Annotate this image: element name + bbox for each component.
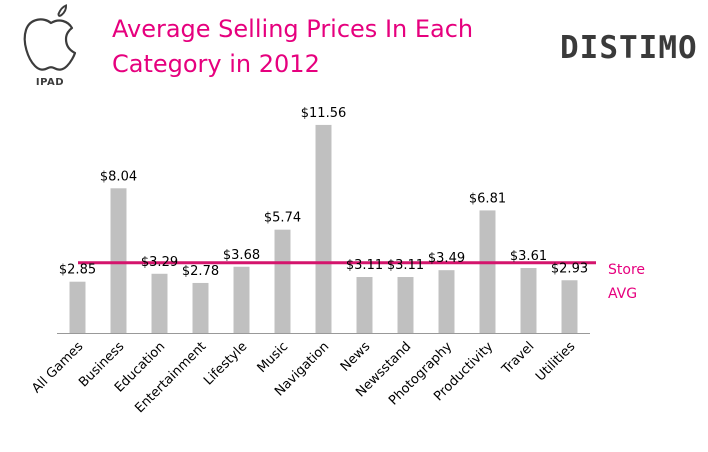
category-label: News [338,339,374,375]
apple-logo-icon [23,4,77,71]
platform-label: IPAD [35,77,65,88]
data-label: $3.11 [346,258,383,273]
bar [397,277,414,333]
data-label: $6.81 [469,191,506,206]
bar [192,282,209,333]
data-label: $2.93 [551,261,588,276]
category-label: Lifestyle [201,339,250,388]
bar [151,273,168,333]
bar [315,124,332,333]
chart-title: Average Selling Prices In Each Category … [112,12,532,82]
data-label: $5.74 [264,211,301,226]
bar [274,229,291,333]
brand-logo: DISTIMO [560,30,698,66]
data-label: $2.78 [182,264,219,279]
data-label: $3.61 [510,249,547,264]
bar [520,268,537,333]
data-label: $3.68 [223,248,260,263]
store-average-label-line1: Store [608,262,645,278]
store-average-label-line2: AVG [608,286,637,302]
category-label: Entertainment [132,339,209,416]
bar [110,188,127,333]
bar [233,266,250,333]
data-label: $3.49 [428,251,465,266]
data-label: $11.56 [301,106,347,121]
chart-title-line1: Average Selling Prices In Each [112,15,474,43]
data-label: $3.11 [387,258,424,273]
category-label: All Games [29,339,86,396]
bar [69,281,86,333]
category-label: Utilities [533,339,578,384]
category-label: Travel [499,339,538,378]
chart-title-line2: Category in 2012 [112,50,320,78]
bar [438,270,455,333]
category-label: Music [255,339,292,376]
data-label: $2.85 [59,263,96,278]
bar [356,277,373,333]
data-label: $8.04 [100,169,137,184]
bar [479,210,496,333]
bar [561,280,578,333]
data-label: $3.29 [141,255,178,270]
